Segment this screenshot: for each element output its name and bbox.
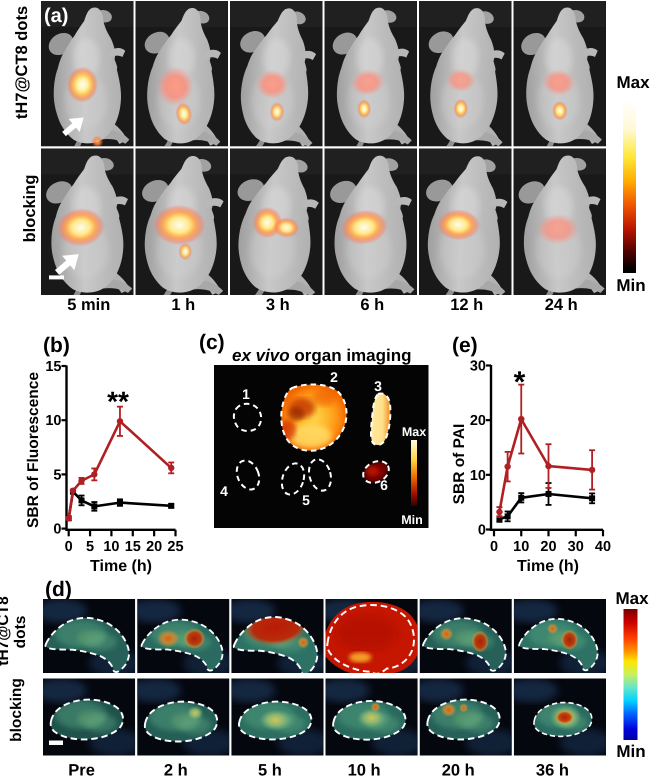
svg-text:0: 0 (53, 522, 61, 538)
svg-text:12 h: 12 h (450, 296, 483, 314)
svg-text:blocking: blocking (21, 175, 39, 243)
svg-text:20: 20 (146, 539, 162, 555)
svg-text:40: 40 (595, 539, 611, 555)
svg-text:(d): (d) (45, 578, 72, 601)
svg-text:10 h: 10 h (348, 762, 381, 778)
svg-text:(b): (b) (43, 334, 70, 357)
svg-text:Min: Min (616, 276, 645, 295)
svg-text:5: 5 (86, 539, 94, 555)
svg-text:36 h: 36 h (536, 762, 569, 778)
svg-text:(a): (a) (44, 5, 68, 27)
svg-text:0: 0 (65, 539, 73, 555)
svg-text:Time (h): Time (h) (90, 558, 152, 575)
svg-text:15: 15 (45, 359, 61, 375)
svg-text:25: 25 (167, 539, 183, 555)
svg-text:15: 15 (125, 539, 141, 555)
svg-text:dots: dots (12, 616, 29, 649)
svg-text:0: 0 (490, 539, 498, 555)
svg-text:10: 10 (103, 539, 119, 555)
svg-text:6: 6 (380, 477, 388, 493)
svg-text:5: 5 (53, 467, 61, 483)
svg-text:10: 10 (470, 468, 486, 484)
svg-text:4: 4 (220, 483, 228, 499)
svg-text:6 h: 6 h (360, 296, 384, 314)
svg-text:5: 5 (302, 492, 310, 508)
svg-text:**: ** (107, 386, 129, 417)
svg-text:5 min: 5 min (67, 296, 110, 314)
svg-text:1 h: 1 h (171, 296, 195, 314)
svg-text:2: 2 (330, 369, 338, 385)
svg-text:30: 30 (470, 358, 486, 374)
svg-text:10: 10 (513, 539, 529, 555)
svg-text:Max: Max (402, 425, 426, 439)
svg-text:3 h: 3 h (266, 296, 290, 314)
svg-text:Min: Min (401, 513, 423, 527)
svg-text:20: 20 (470, 413, 486, 429)
svg-text:0: 0 (478, 523, 486, 539)
svg-text:2 h: 2 h (164, 762, 188, 778)
svg-text:ex vivo organ imaging: ex vivo organ imaging (232, 346, 412, 365)
svg-text:Max: Max (616, 73, 650, 92)
svg-text:30: 30 (568, 539, 584, 555)
svg-text:SBR of Fluorescence: SBR of Fluorescence (25, 372, 42, 528)
svg-text:20 h: 20 h (442, 762, 475, 778)
svg-text:Pre: Pre (68, 762, 95, 778)
svg-text:Min: Min (616, 742, 645, 761)
svg-text:24 h: 24 h (545, 296, 578, 314)
svg-text:Max: Max (615, 589, 649, 608)
svg-text:5 h: 5 h (258, 762, 282, 778)
svg-text:blocking: blocking (8, 678, 25, 742)
svg-text:3: 3 (374, 378, 382, 394)
svg-text:1: 1 (242, 386, 250, 402)
svg-text:*: * (514, 366, 526, 399)
svg-text:10: 10 (45, 413, 61, 429)
svg-text:(c): (c) (199, 331, 225, 354)
svg-text:SBR of PAI: SBR of PAI (451, 424, 468, 505)
svg-text:(e): (e) (452, 334, 478, 357)
svg-text:Time (h): Time (h) (517, 558, 579, 575)
svg-text:tH7@CT8: tH7@CT8 (0, 596, 12, 666)
svg-text:20: 20 (540, 539, 556, 555)
svg-text:tH7@CT8 dots: tH7@CT8 dots (13, 6, 31, 119)
